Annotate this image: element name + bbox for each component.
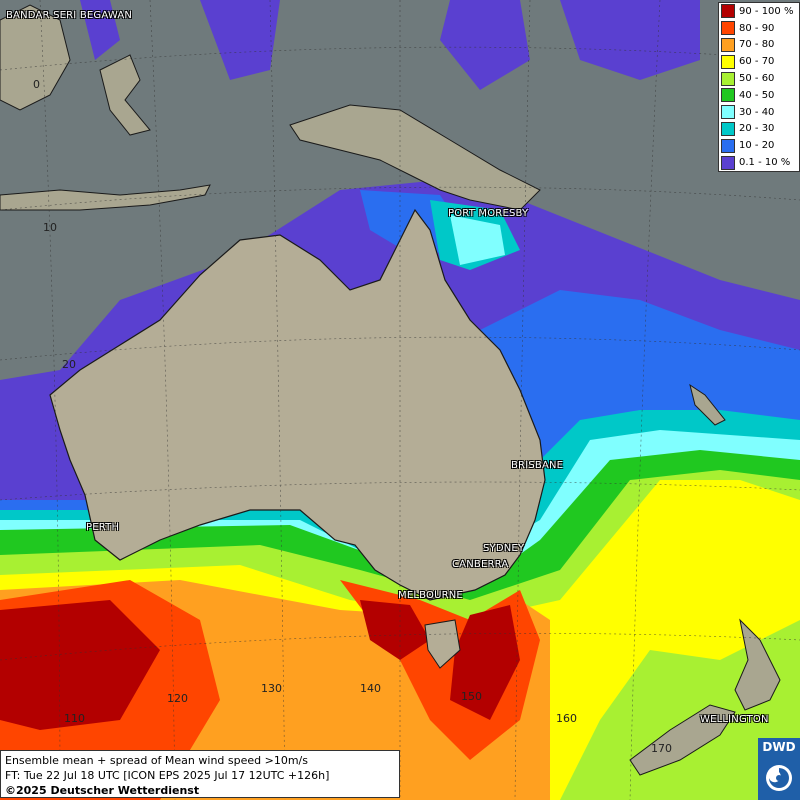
legend-label: 70 - 80 xyxy=(739,39,775,51)
new-zealand-south xyxy=(629,704,736,776)
legend-item: 80 - 90 xyxy=(719,20,799,37)
new-caledonia xyxy=(689,383,726,426)
legend-item: 50 - 60 xyxy=(719,70,799,87)
sulawesi xyxy=(99,54,151,136)
lon-label-130: 130 xyxy=(261,682,282,695)
city-label-canberra: CANBERRA xyxy=(452,559,509,570)
australia-landmass xyxy=(49,208,546,601)
city-label-perth: PERTH xyxy=(86,522,120,533)
legend-label: 40 - 50 xyxy=(739,89,775,101)
lon-label-110: 110 xyxy=(64,712,85,725)
legend-swatch xyxy=(721,71,735,86)
legend-item: 20 - 30 xyxy=(719,121,799,138)
lon-label-140: 140 xyxy=(360,682,381,695)
lon-label-120: 120 xyxy=(167,692,188,705)
legend-swatch xyxy=(721,4,735,19)
legend-label: 90 - 100 % xyxy=(739,5,794,17)
legend-label: 80 - 90 xyxy=(739,22,775,34)
lon-label-160: 160 xyxy=(556,712,577,725)
legend-label: 60 - 70 xyxy=(739,56,775,68)
legend-item: 70 - 80 xyxy=(719,37,799,54)
lesser-sunda xyxy=(0,184,211,211)
info-forecast-time: FT: Tue 22 Jul 18 UTC [ICON EPS 2025 Jul… xyxy=(5,769,330,782)
lat-label-10: 10 xyxy=(43,221,57,234)
legend-item: 10 - 20 xyxy=(719,137,799,154)
lat-label-20: 20 xyxy=(62,358,76,371)
legend-item: 30 - 40 xyxy=(719,104,799,121)
legend-swatch xyxy=(721,37,735,52)
legend-swatch xyxy=(721,138,735,153)
lat-label-0: 0 xyxy=(33,78,40,91)
city-label-wellington: WELLINGTON xyxy=(700,714,769,725)
legend-item: 40 - 50 xyxy=(719,87,799,104)
legend-swatch xyxy=(721,88,735,103)
legend-swatch xyxy=(721,21,735,36)
legend-swatch xyxy=(721,121,735,136)
info-copyright: ©2025 Deutscher Wetterdienst xyxy=(5,784,200,797)
dwd-logo-text: DWD xyxy=(762,740,796,754)
dwd-swirl-icon xyxy=(766,765,792,791)
borneo xyxy=(0,4,71,111)
legend: 90 - 100 % 80 - 90 70 - 80 60 - 70 50 - 60 40… xyxy=(718,2,800,172)
tasmania xyxy=(424,619,461,669)
city-label-port-moresby: PORT MORESBY xyxy=(448,208,529,219)
city-label-brisbane: BRISBANE xyxy=(511,460,564,471)
legend-label: 30 - 40 xyxy=(739,106,775,118)
lon-label-150: 150 xyxy=(461,690,482,703)
legend-label: 20 - 30 xyxy=(739,123,775,135)
info-title: Ensemble mean + spread of Mean wind spee… xyxy=(5,754,308,767)
lon-label-170: 170 xyxy=(651,742,672,755)
legend-swatch xyxy=(721,54,735,69)
city-label-melbourne: MELBOURNE xyxy=(398,590,463,601)
legend-label: 10 - 20 xyxy=(739,140,775,152)
city-label-sydney: SYDNEY xyxy=(483,543,525,554)
city-label-bandar-seri-begawan: BANDAR SERI BEGAWAN xyxy=(6,10,133,21)
legend-label: 0.1 - 10 % xyxy=(739,157,791,169)
new-zealand-north xyxy=(734,618,781,711)
dwd-logo: DWD xyxy=(758,738,800,800)
legend-item: 0.1 - 10 % xyxy=(719,154,799,171)
legend-swatch xyxy=(721,105,735,120)
legend-item: 90 - 100 % xyxy=(719,3,799,20)
info-box: Ensemble mean + spread of Mean wind spee… xyxy=(0,750,400,798)
legend-item: 60 - 70 xyxy=(719,53,799,70)
legend-label: 50 - 60 xyxy=(739,73,775,85)
legend-swatch xyxy=(721,155,735,170)
new-guinea xyxy=(289,104,541,211)
